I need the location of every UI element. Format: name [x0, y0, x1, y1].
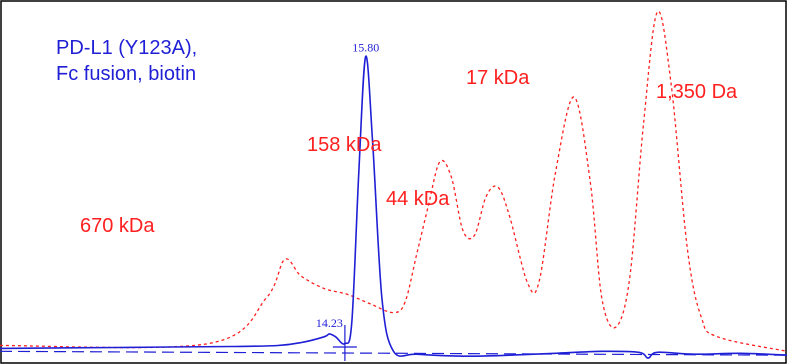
annotation-protein-name: PD-L1 (Y123A), [56, 37, 197, 59]
peak-label-0: 15.80 [352, 41, 379, 55]
annotation-17-kda: 17 kDa [466, 67, 530, 89]
peak-label-1: 14.23 [316, 316, 343, 330]
annotation-1350-da: 1,350 Da [656, 81, 738, 103]
annotation-158-kda: 158 kDa [307, 134, 382, 156]
annotation-670-kda: 670 kDa [80, 215, 155, 237]
annotation-44-kda: 44 kDa [386, 188, 450, 210]
series-line-standards [0, 10, 787, 352]
baseline-line [0, 350, 787, 356]
plot-layer: 15.80 14.23 [0, 10, 787, 361]
annotation-protein-tag: Fc fusion, biotin [56, 63, 196, 85]
series-line-sample [0, 55, 787, 359]
